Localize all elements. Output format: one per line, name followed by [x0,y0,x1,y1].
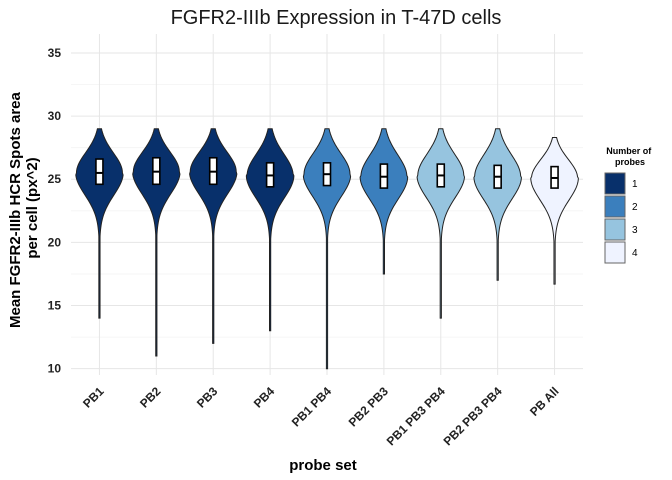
y-axis-title: Mean FGFR2-IIIb HCR Spots area per cell … [7,88,41,328]
x-tick-label: PB2 PB3 PB4 [441,384,505,448]
legend: Number of probes 1 2 3 4 [604,146,654,264]
svg-text:Number of probes: Number of probes [606,146,654,167]
y-tick-label: 25 [48,172,62,186]
x-axis-title: probe set [289,457,357,474]
violin-body [132,128,181,357]
y-tick-label: 30 [48,109,62,123]
violin-body [75,128,124,319]
violins [75,128,579,370]
violin-body [189,128,238,344]
y-tick-label: 35 [48,46,62,60]
legend-label: 2 [632,202,638,213]
y-axis-title-line-1: Mean FGFR2-IIIb HCR Spots area [7,91,24,328]
x-tick-label: PB1 PB3 PB4 [384,384,448,448]
x-tick-label: PB4 [251,384,278,411]
violin-body [416,128,466,319]
violin-body [245,128,295,332]
x-tick-label: PB All [527,384,562,419]
violin-5 [359,128,409,275]
y-axis-title-line-2: per cell (px^2) [24,157,41,258]
violin-body [530,137,579,285]
violin-box [95,158,104,186]
violin-8 [530,137,579,285]
x-tick-label: PB1 [80,384,107,411]
violin-4 [302,128,352,370]
legend-label: 4 [632,248,638,259]
legend-label: 1 [632,179,638,190]
violin-body [302,128,352,370]
violin-2 [189,128,238,344]
violin-6 [416,128,466,319]
violin-body [359,128,409,275]
legend-title-line-2: probes [615,157,645,167]
chart-title: FGFR2-IIIb Expression in T-47D cells [171,7,502,29]
violin-3 [245,128,295,332]
violin-0 [75,128,124,319]
legend-swatch [604,241,626,264]
x-tick-label: PB3 [194,384,221,411]
legend-swatch [604,172,626,195]
violin-1 [132,128,181,357]
x-tick-label: PB2 PB3 [346,384,392,430]
legend-swatch [604,195,626,218]
x-tick-label: PB2 [137,384,164,411]
legend-title-line-1: Number of [606,146,652,156]
y-tick-label: 15 [48,299,62,313]
svg-text:Mean FGFR2-IIIb HCR Spots area: Mean FGFR2-IIIb HCR Spots area per cell … [7,88,41,328]
legend-swatch [604,218,626,241]
violin-body [473,128,522,281]
y-tick-label: 20 [48,235,62,249]
x-tick-label: PB1 PB4 [289,384,335,430]
y-axis-ticks: 10 15 20 25 30 35 [48,46,62,376]
y-tick-label: 10 [48,362,62,376]
violin-7 [473,128,522,281]
legend-label: 3 [632,225,638,236]
